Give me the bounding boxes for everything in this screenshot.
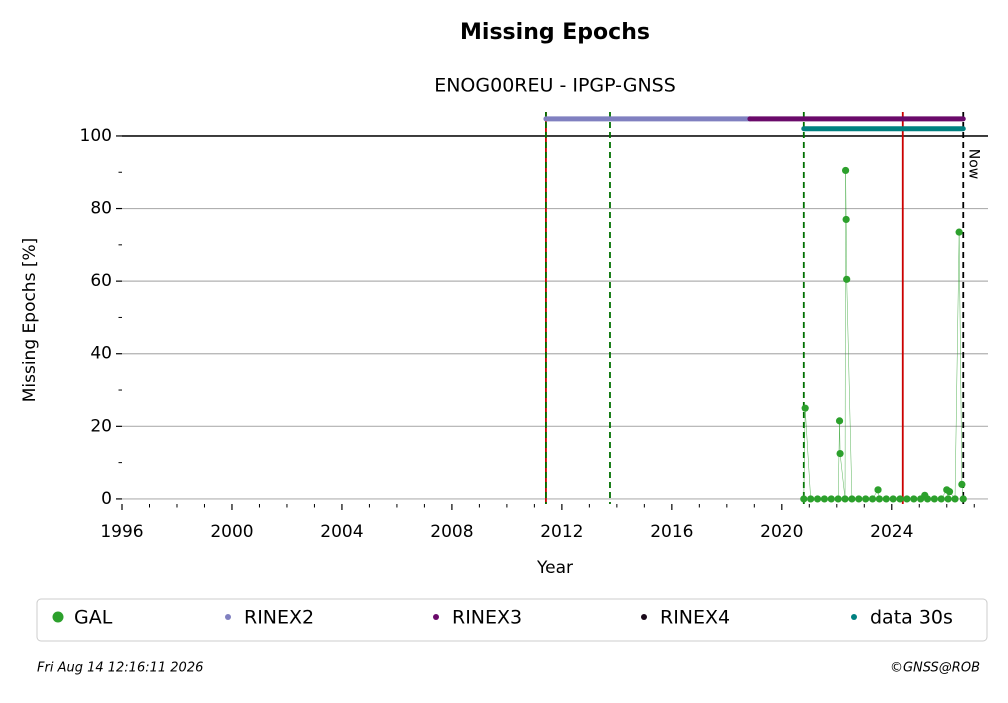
legend-marker xyxy=(52,611,64,623)
data-point xyxy=(874,486,882,494)
legend-label: data 30s xyxy=(870,607,953,629)
data-point xyxy=(841,495,849,503)
data-point xyxy=(910,495,918,503)
data-point xyxy=(923,495,932,503)
legend-marker xyxy=(433,614,439,620)
data-point xyxy=(868,495,877,503)
x-axis-label: Year xyxy=(536,558,573,578)
x-tick-label: 2012 xyxy=(540,522,583,542)
data-point xyxy=(813,495,822,503)
data-point xyxy=(903,495,911,503)
legend-label: RINEX3 xyxy=(452,607,522,629)
x-tick-label: 2016 xyxy=(650,522,693,542)
y-tick-label: 60 xyxy=(90,271,112,291)
data-point xyxy=(944,495,952,503)
chart-title: Missing Epochs xyxy=(460,20,650,45)
data-point xyxy=(820,495,829,503)
data-point xyxy=(801,404,809,412)
data-point xyxy=(842,215,850,224)
legend-label: GAL xyxy=(74,607,113,629)
data-point xyxy=(955,228,963,236)
data-point xyxy=(882,495,890,503)
y-tick-label: 40 xyxy=(90,344,112,364)
data-point xyxy=(930,495,938,503)
data-point xyxy=(945,488,954,496)
x-tick-label: 2020 xyxy=(760,522,803,542)
y-tick-label: 0 xyxy=(101,489,112,509)
x-tick-label: 2000 xyxy=(210,522,253,542)
data-point xyxy=(834,495,842,503)
x-tick-label: 2004 xyxy=(320,522,363,542)
data-point xyxy=(848,495,856,503)
legend-label: RINEX4 xyxy=(660,607,730,629)
legend-marker xyxy=(851,614,857,620)
chart-subtitle: ENOG00REU - IPGP-GNSS xyxy=(434,75,676,97)
data-point xyxy=(951,495,959,503)
y-axis-label: Missing Epochs [%] xyxy=(20,238,40,403)
data-point xyxy=(937,495,945,503)
data-point xyxy=(959,495,967,503)
data-point xyxy=(800,495,808,503)
data-point xyxy=(841,166,850,175)
x-tick-label: 1996 xyxy=(100,522,143,542)
y-tick-label: 100 xyxy=(80,126,112,146)
data-point xyxy=(958,480,966,488)
data-point xyxy=(875,495,884,503)
data-point xyxy=(889,495,897,503)
legend-label: RINEX2 xyxy=(244,607,314,629)
x-tick-label: 2008 xyxy=(430,522,473,542)
data-point xyxy=(855,495,863,503)
data-point xyxy=(807,495,815,503)
y-tick-label: 20 xyxy=(90,416,112,436)
x-tick-label: 2024 xyxy=(870,522,913,542)
series-line xyxy=(803,170,964,500)
footer-credit: ©GNSS@ROB xyxy=(890,661,980,676)
data-point xyxy=(843,275,851,283)
data-point xyxy=(835,417,844,425)
y-tick-label: 80 xyxy=(90,199,112,219)
legend-box xyxy=(36,598,988,642)
data-point xyxy=(896,495,904,503)
data-point xyxy=(827,495,835,503)
event-label: Now xyxy=(965,149,981,180)
footer-date: Fri Aug 14 12:16:11 2026 xyxy=(37,661,203,676)
legend-marker xyxy=(225,614,231,620)
legend-marker xyxy=(641,614,647,620)
data-point xyxy=(836,449,844,458)
data-point xyxy=(862,495,870,503)
